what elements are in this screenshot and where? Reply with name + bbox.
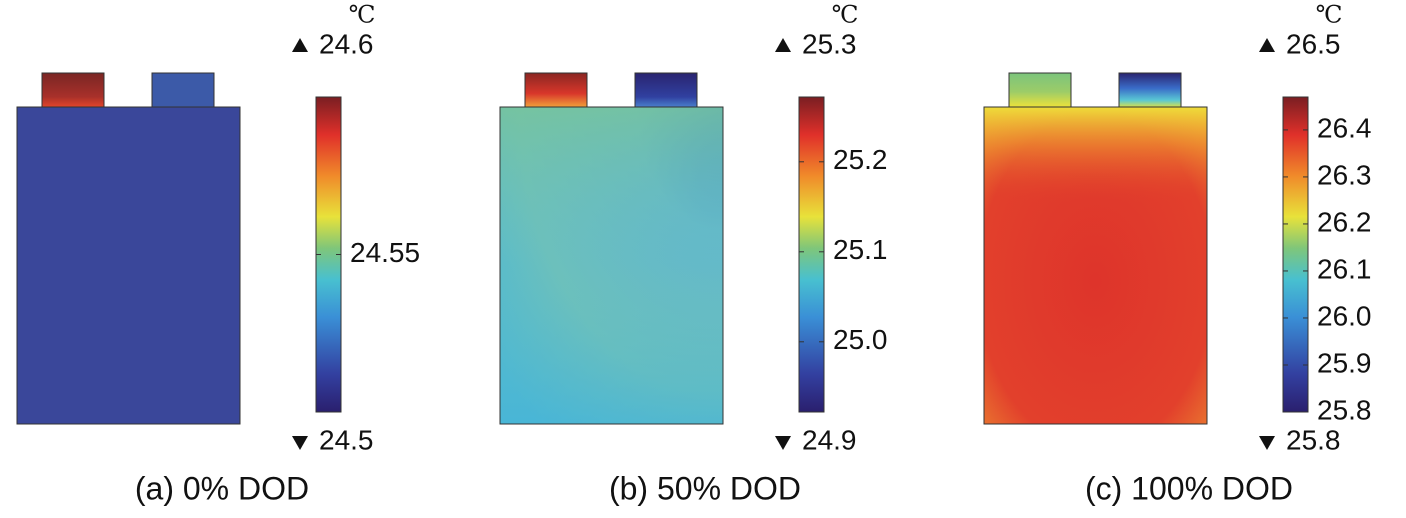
panels: ℃24.624.524.55(a) 0% DOD℃25.324.925.225.… — [16, 3, 1372, 506]
tick-label: 25.0 — [833, 324, 888, 355]
caption: (b) 50% DOD — [609, 470, 801, 506]
tick-label: 25.1 — [833, 234, 888, 265]
cell-body — [984, 107, 1207, 424]
max-marker — [292, 38, 308, 52]
tick-label: 25.9 — [1317, 347, 1372, 378]
tick-label: 24.55 — [350, 237, 420, 268]
caption: (c) 100% DOD — [1085, 470, 1293, 506]
min-label: 25.8 — [1286, 424, 1341, 455]
tick-label: 25.2 — [833, 144, 888, 175]
tick-label: 26.1 — [1317, 253, 1372, 284]
tick-label: 26.4 — [1317, 112, 1372, 143]
min-marker — [775, 436, 791, 450]
panel: ℃25.3 24.9 25.2 25.1 25.0 (b) 50% DOD — [499, 3, 888, 506]
min-label: 24.9 — [802, 424, 857, 455]
tab — [1118, 72, 1182, 108]
tab — [1008, 72, 1072, 108]
tick-label: 26.0 — [1317, 300, 1372, 331]
tick-label: 25.8 — [1317, 394, 1372, 425]
unit: ℃ — [1316, 3, 1343, 29]
cell-outline — [983, 106, 1208, 425]
panel: ℃26.5 25.8 26.4 26.3 26.2 26.1 26.0 25.9 25.8 (c)… — [983, 3, 1372, 506]
max-label: 26.5 — [1286, 28, 1341, 59]
max-marker — [775, 38, 791, 52]
min-marker — [292, 436, 308, 450]
tab — [151, 72, 215, 108]
unit: ℃ — [832, 3, 859, 29]
panel: ℃24.6 24.5 24.55 (a) 0% DOD — [16, 3, 420, 506]
min-label: 24.5 — [319, 424, 374, 455]
cell-outline — [499, 106, 724, 425]
caption: (a) 0% DOD — [135, 470, 309, 506]
tab — [634, 72, 698, 108]
max-label: 25.3 — [802, 28, 857, 59]
tick-label: 26.3 — [1317, 159, 1372, 190]
min-marker — [1259, 436, 1275, 450]
cell-body — [17, 107, 240, 424]
tab — [524, 72, 588, 108]
max-label: 24.6 — [319, 28, 374, 59]
unit: ℃ — [349, 3, 376, 29]
tab — [41, 72, 105, 108]
colorbar — [798, 96, 825, 413]
colorbar — [1282, 96, 1309, 413]
tick-label: 26.2 — [1317, 206, 1372, 237]
cell-body — [500, 107, 723, 424]
max-marker — [1259, 38, 1275, 52]
cell-outline — [16, 106, 241, 425]
